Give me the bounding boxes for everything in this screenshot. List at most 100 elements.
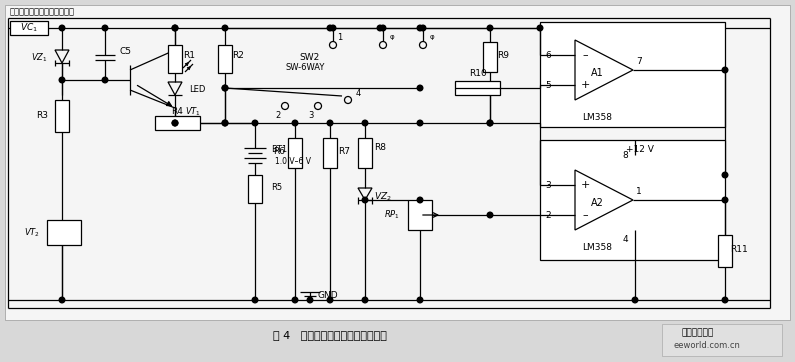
Text: BT1: BT1: [271, 146, 287, 155]
Text: φ: φ: [390, 34, 394, 40]
Text: $RP_1$: $RP_1$: [384, 209, 400, 221]
Circle shape: [380, 25, 386, 31]
Circle shape: [487, 212, 493, 218]
Text: R8: R8: [374, 143, 386, 152]
Text: C5: C5: [119, 47, 131, 56]
Circle shape: [377, 25, 383, 31]
Circle shape: [328, 25, 333, 31]
Text: 2: 2: [275, 111, 281, 121]
Circle shape: [173, 120, 178, 126]
Text: 7: 7: [636, 56, 642, 66]
Text: $VC_1$: $VC_1$: [20, 22, 38, 34]
Circle shape: [103, 25, 108, 31]
Text: R7: R7: [338, 147, 350, 156]
Circle shape: [103, 77, 108, 83]
Text: R3: R3: [36, 111, 48, 121]
Circle shape: [328, 297, 333, 303]
Bar: [47, 220, 81, 245]
Bar: [455, 81, 500, 95]
Text: $VZ_1$: $VZ_1$: [32, 52, 48, 64]
Text: R10: R10: [469, 70, 487, 79]
Text: 3: 3: [308, 111, 314, 121]
Text: 图 4   自动充电检测电路和指示电路: 图 4 自动充电检测电路和指示电路: [273, 330, 387, 340]
Circle shape: [173, 25, 178, 31]
Text: SW-6WAY: SW-6WAY: [285, 63, 324, 72]
Text: SW2: SW2: [300, 54, 320, 63]
Text: φ: φ: [429, 34, 434, 40]
Circle shape: [632, 297, 638, 303]
Circle shape: [59, 25, 65, 31]
Bar: [718, 235, 732, 267]
Circle shape: [722, 297, 727, 303]
Text: LED: LED: [189, 85, 205, 94]
Text: $VT_1$: $VT_1$: [185, 106, 201, 118]
Text: R6: R6: [273, 147, 285, 156]
Text: LM358: LM358: [582, 244, 612, 253]
Circle shape: [252, 297, 258, 303]
Text: R2: R2: [232, 51, 244, 59]
Text: –: –: [582, 210, 588, 220]
Bar: [248, 175, 262, 203]
Text: +: +: [580, 80, 590, 90]
Bar: [358, 138, 372, 168]
Bar: [323, 138, 337, 168]
Circle shape: [363, 120, 368, 126]
Bar: [540, 22, 725, 127]
Text: 8: 8: [622, 151, 628, 160]
Text: 2: 2: [545, 210, 551, 219]
Text: 1.0 V–6 V: 1.0 V–6 V: [275, 157, 311, 167]
Circle shape: [417, 297, 423, 303]
Circle shape: [59, 77, 65, 83]
Text: 4: 4: [622, 236, 628, 244]
Circle shape: [417, 85, 423, 91]
Text: 电子工程世界: 电子工程世界: [682, 328, 714, 337]
Text: R4: R4: [171, 106, 183, 115]
Bar: [55, 100, 69, 132]
Circle shape: [722, 172, 727, 178]
Circle shape: [222, 85, 228, 91]
Circle shape: [363, 197, 368, 203]
Circle shape: [293, 297, 298, 303]
Text: +: +: [580, 180, 590, 190]
Text: eeworld.com.cn: eeworld.com.cn: [673, 341, 740, 349]
Circle shape: [330, 25, 335, 31]
Text: 1: 1: [636, 186, 642, 195]
Text: $VT_2$: $VT_2$: [24, 227, 40, 239]
Circle shape: [363, 297, 368, 303]
Circle shape: [293, 120, 298, 126]
Circle shape: [307, 297, 312, 303]
Bar: [483, 42, 497, 72]
Text: $VZ_2$: $VZ_2$: [374, 191, 392, 203]
Circle shape: [417, 25, 423, 31]
Circle shape: [722, 197, 727, 203]
Text: 3: 3: [545, 181, 551, 189]
Text: R1: R1: [183, 51, 195, 59]
Text: A2: A2: [591, 198, 603, 208]
Text: 5: 5: [545, 80, 551, 89]
Bar: [540, 140, 725, 260]
Text: A1: A1: [591, 68, 603, 78]
Text: R9: R9: [497, 51, 509, 59]
Circle shape: [222, 120, 228, 126]
Circle shape: [222, 120, 228, 126]
Bar: [5, 5, 790, 320]
Circle shape: [222, 25, 228, 31]
Circle shape: [173, 25, 178, 31]
Text: 6: 6: [545, 51, 551, 59]
Bar: [662, 324, 782, 356]
Circle shape: [173, 120, 178, 126]
Text: LM358: LM358: [582, 114, 612, 122]
Circle shape: [328, 120, 333, 126]
Bar: [408, 200, 432, 230]
Circle shape: [421, 25, 426, 31]
Text: GND: GND: [318, 290, 339, 299]
Bar: [288, 138, 302, 168]
Bar: [155, 116, 200, 130]
Bar: [10, 21, 48, 35]
Text: 1: 1: [337, 34, 343, 42]
Circle shape: [252, 120, 258, 126]
Text: +12 V: +12 V: [626, 146, 654, 155]
Circle shape: [417, 120, 423, 126]
Bar: [218, 45, 232, 73]
Circle shape: [722, 67, 727, 73]
